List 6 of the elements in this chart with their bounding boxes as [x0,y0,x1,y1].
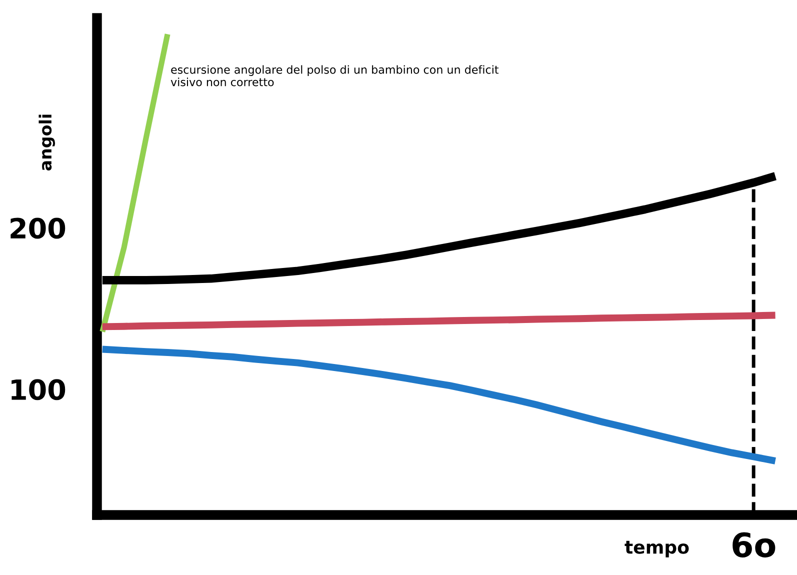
x-axis-title: tempo [624,540,689,558]
annotation: escursione angolare del polso di un bambino con un deficit visivo non corretto [170,65,499,86]
y-axis-title: angoli [38,114,55,170]
y-tick-label: 100 [12,379,66,400]
y-tick-label: 200 [10,218,66,239]
x-tick-label: 6o [732,532,776,558]
